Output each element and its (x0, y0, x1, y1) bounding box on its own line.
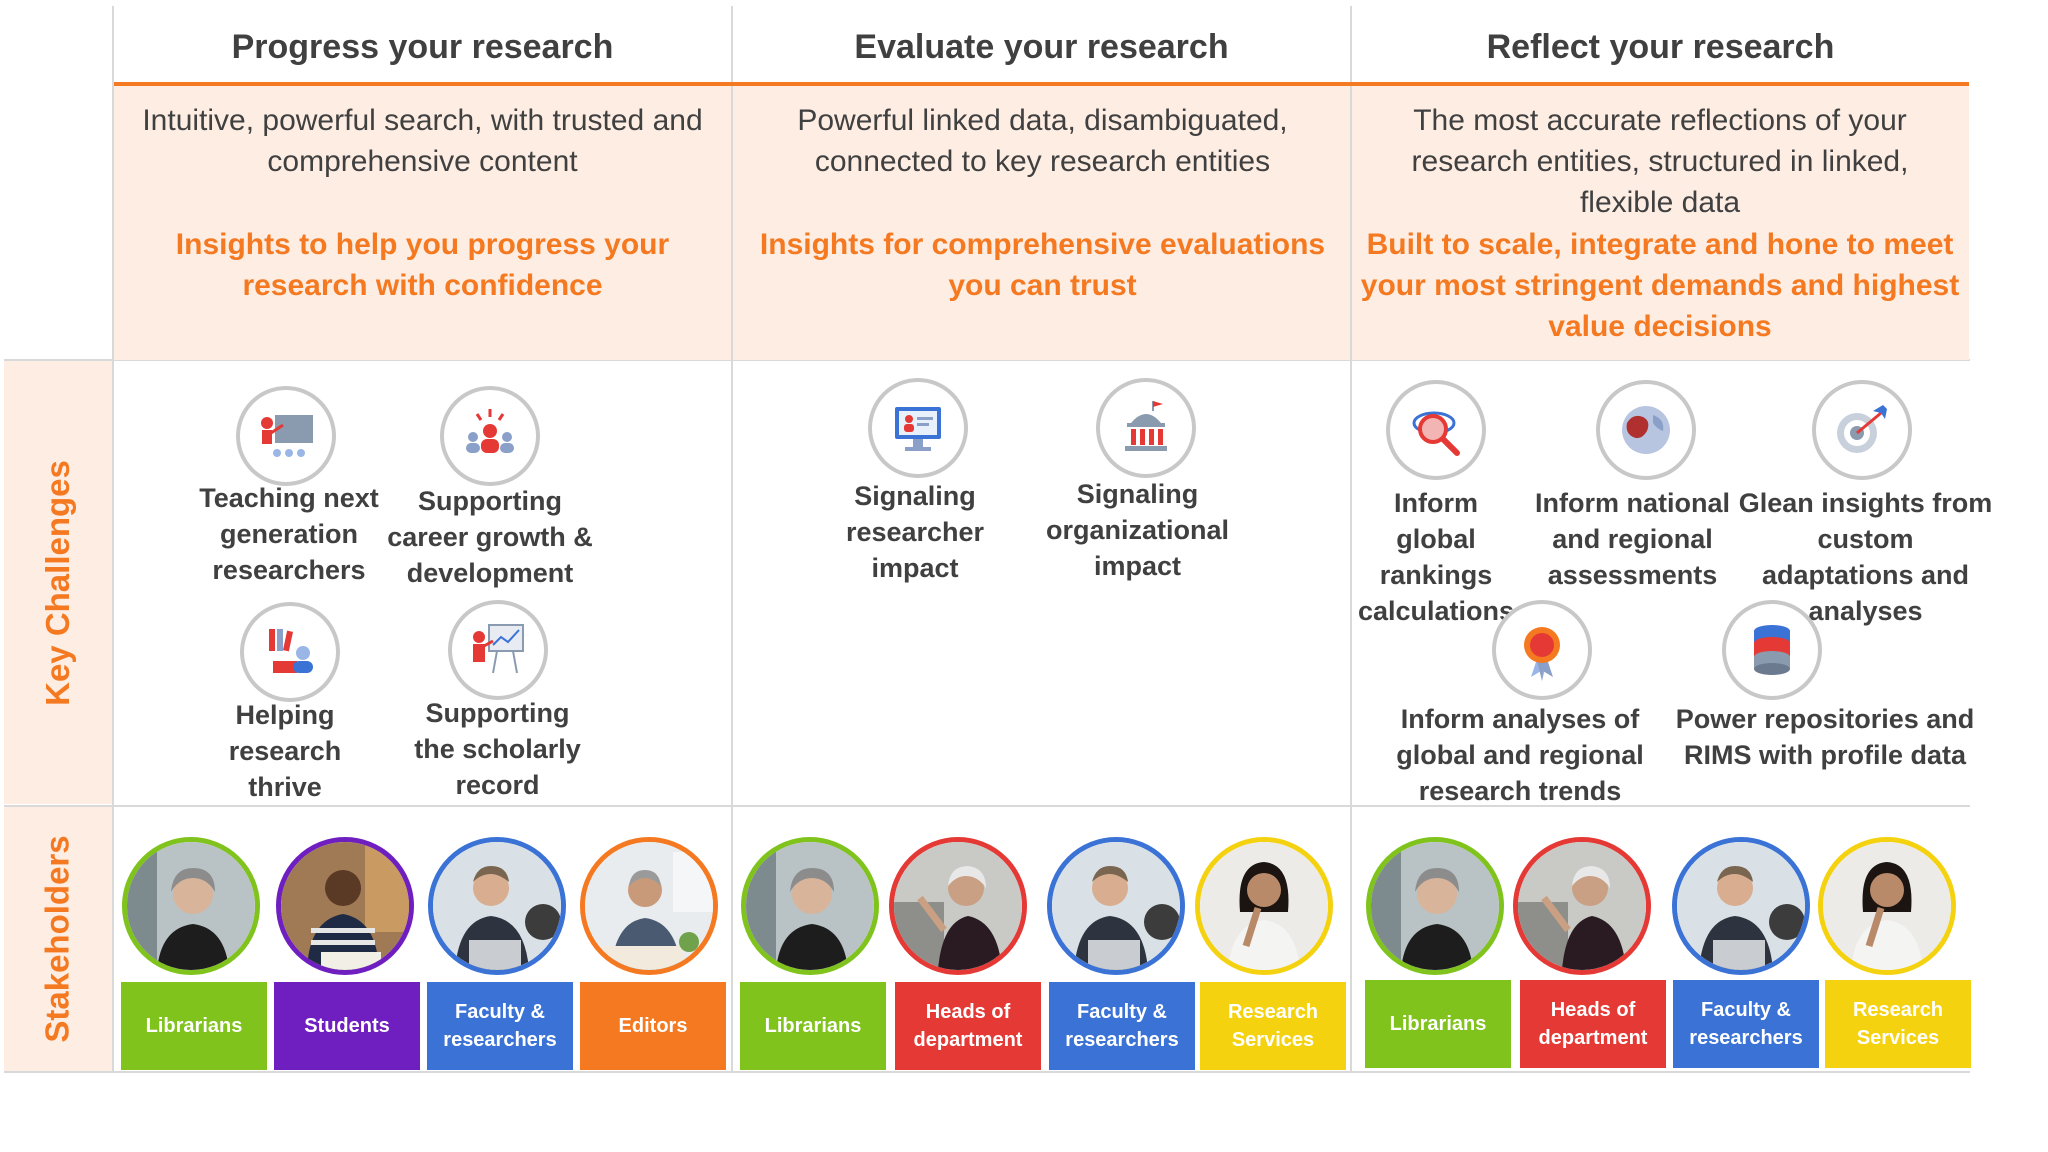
editor-avatar (580, 837, 718, 975)
stakeholder-tile-editors: Editors (580, 982, 726, 1070)
research-thrive-icon (240, 602, 340, 702)
research-services-avatar (1195, 837, 1333, 975)
grid-line (112, 6, 114, 1072)
database-icon (1722, 600, 1822, 700)
stakeholder-tile-heads: Heads of department (895, 982, 1041, 1070)
challenge-label: Inform national and regional assessments (1535, 488, 1730, 590)
stakeholder-tile-librarians: Librarians (740, 982, 886, 1070)
challenge-label: Teaching next generation researchers (199, 483, 379, 585)
grid-line (1350, 6, 1352, 1072)
stakeholders-text: Stakeholders (39, 835, 76, 1043)
column-description: Powerful linked data, disambiguated, con… (797, 104, 1288, 178)
column-title-reflect: Reflect your research (1486, 27, 1835, 66)
head-of-department-avatar (889, 837, 1027, 975)
organization-impact-icon (1096, 378, 1196, 478)
grid-line (4, 359, 1970, 361)
column-description: The most accurate reflections of your re… (1411, 104, 1909, 219)
column-insight: Insights for comprehensive evaluations y… (759, 228, 1326, 302)
column-title-progress: Progress your research (231, 27, 614, 66)
column-insight: Built to scale, integrate and hone to me… (1360, 228, 1960, 343)
key-challenges-label: Key Challenges (4, 361, 112, 804)
stakeholder-tile-librarians: Librarians (1365, 980, 1511, 1068)
stakeholder-tile-librarians: Librarians (121, 982, 267, 1070)
challenge-label: Inform analyses of global and regional r… (1396, 704, 1644, 806)
teaching-icon (236, 386, 336, 486)
scholarly-record-icon (448, 600, 548, 700)
librarian-avatar (122, 837, 260, 975)
header-background (114, 86, 731, 360)
header-background (1352, 86, 1969, 360)
column-insight: Insights to help you progress your resea… (175, 228, 670, 302)
stakeholder-tile-heads: Heads of department (1520, 980, 1666, 1068)
header-background (733, 86, 1350, 360)
national-assessment-icon (1596, 380, 1696, 480)
researcher-impact-icon (868, 378, 968, 478)
header-underline (114, 82, 1969, 86)
grid-line (4, 805, 1970, 807)
research-services-avatar (1818, 837, 1956, 975)
research-trends-icon (1492, 600, 1592, 700)
stakeholder-tile-faculty: Faculty & researchers (1673, 980, 1819, 1068)
stakeholder-tile-research-services: Research Services (1200, 982, 1346, 1070)
column-title-evaluate: Evaluate your research (854, 27, 1229, 66)
faculty-avatar (428, 837, 566, 975)
challenge-label: Supporting career growth & development (387, 486, 593, 588)
challenge-label: Supporting the scholarly record (414, 698, 581, 800)
faculty-avatar (1672, 837, 1810, 975)
challenge-label: Signaling organizational impact (1045, 479, 1229, 581)
challenge-label: Power repositories and RIMS with profile… (1675, 704, 1975, 770)
faculty-avatar (1047, 837, 1185, 975)
stakeholders-label: Stakeholders (4, 807, 112, 1071)
grid-line (4, 1071, 1970, 1073)
librarian-avatar (741, 837, 879, 975)
challenge-label: Glean insights from custom adaptations a… (1738, 488, 1993, 626)
librarian-avatar (1366, 837, 1504, 975)
challenge-label: Signaling researcher impact (845, 481, 985, 583)
challenge-label: Helping research thrive (228, 700, 342, 802)
career-growth-icon (440, 386, 540, 486)
target-insights-icon (1812, 380, 1912, 480)
stakeholder-tile-faculty: Faculty & researchers (1049, 982, 1195, 1070)
student-avatar (276, 837, 414, 975)
challenge-label: Inform global rankings calculations (1357, 488, 1515, 626)
global-rankings-icon (1386, 380, 1486, 480)
key-challenges-text: Key Challenges (39, 459, 77, 706)
grid-line (731, 6, 733, 1072)
column-description: Intuitive, powerful search, with trusted… (142, 104, 703, 178)
head-of-department-avatar (1513, 837, 1651, 975)
stakeholder-tile-research-services: Research Services (1825, 980, 1971, 1068)
stakeholder-tile-faculty: Faculty & researchers (427, 982, 573, 1070)
stakeholder-tile-students: Students (274, 982, 420, 1070)
